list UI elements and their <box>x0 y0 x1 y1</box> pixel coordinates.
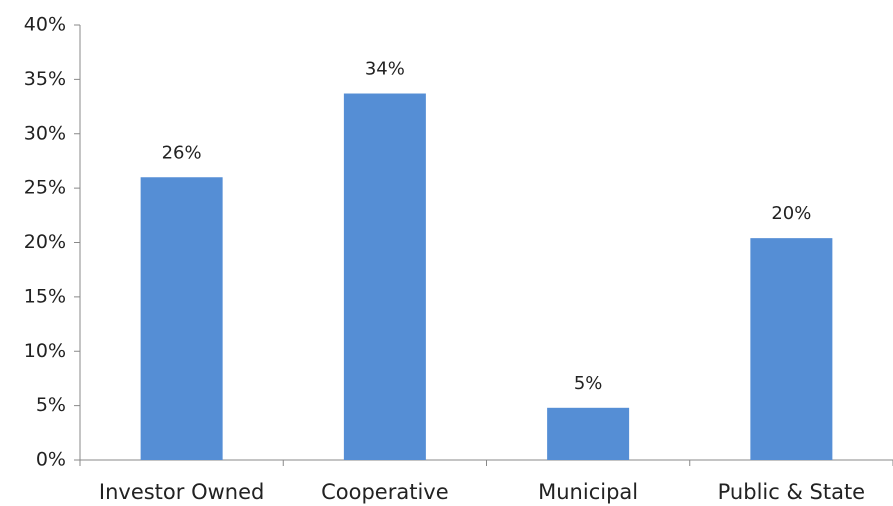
x-tick-label: Public & State <box>718 480 865 504</box>
y-tick-label: 10% <box>24 340 66 362</box>
y-tick-label: 30% <box>24 122 66 144</box>
value-label: 5% <box>574 373 603 394</box>
x-tick-label: Municipal <box>538 480 638 504</box>
value-label: 26% <box>162 142 202 163</box>
y-tick-label: 20% <box>24 231 66 253</box>
value-label: 20% <box>771 203 811 224</box>
bar <box>547 407 630 460</box>
value-label: 34% <box>365 59 405 80</box>
y-tick-label: 35% <box>24 68 66 90</box>
y-tick-label: 15% <box>24 285 66 307</box>
y-tick-label: 40% <box>24 14 66 36</box>
x-tick-label: Cooperative <box>321 480 449 504</box>
y-tick-label: 25% <box>24 177 66 199</box>
bar <box>140 177 223 460</box>
y-tick-label: 5% <box>36 394 66 416</box>
bar <box>750 238 833 460</box>
bar <box>343 93 426 460</box>
x-tick-label: Investor Owned <box>99 480 264 504</box>
y-tick-label: 0% <box>36 449 66 471</box>
